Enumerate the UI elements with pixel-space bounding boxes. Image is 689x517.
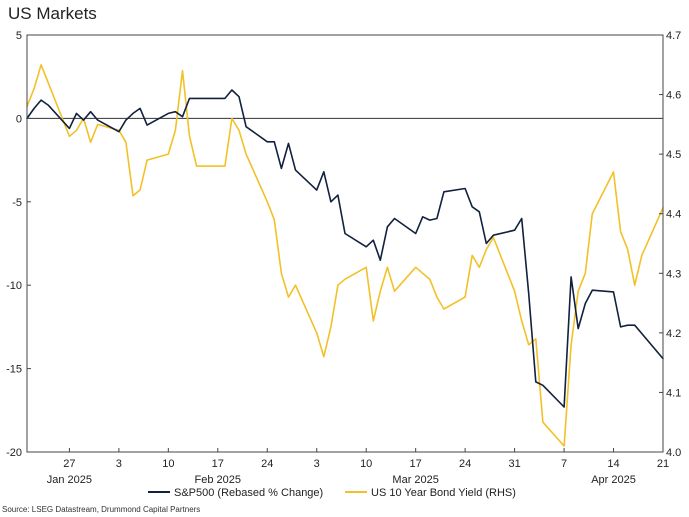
x-month-label: Apr 2025 [591,474,636,486]
right-tick-label: 4.4 [666,209,681,221]
x-tick-label: 7 [561,458,567,470]
x-axis: 27 3 10 17 24 3 10 17 24 31 7 14 21 Jan 2025 Feb 2025 M… [47,448,669,486]
x-tick-label: 10 [162,458,174,470]
x-month-label: Feb 2025 [195,474,241,486]
series-lines [26,64,664,447]
right-tick-label: 4.5 [666,149,681,161]
sp500-line [26,89,664,408]
left-tick-label: -5 [12,197,22,209]
right-y-axis: 4.7 4.6 4.5 4.4 4.3 4.2 4.1 4.0 [659,30,681,459]
x-tick-label: 21 [657,458,669,470]
legend-label-bond-yield: US 10 Year Bond Yield (RHS) [371,487,516,499]
x-tick-label: 27 [63,458,75,470]
legend-label-sp500: S&P500 (Rebased % Change) [174,487,323,499]
right-tick-label: 4.6 [666,90,681,102]
x-month-label: Mar 2025 [392,474,438,486]
right-tick-label: 4.7 [666,30,681,42]
x-tick-label: 24 [261,458,273,470]
right-tick-label: 4.2 [666,328,681,340]
right-tick-label: 4.1 [666,387,681,399]
x-tick-label: 31 [508,458,520,470]
left-tick-label: 5 [16,30,22,42]
x-tick-label: 17 [410,458,422,470]
x-tick-label: 17 [212,458,224,470]
left-tick-label: -15 [6,364,22,376]
plot-frame [26,34,664,453]
left-tick-label: -10 [6,280,22,292]
right-tick-label: 4.0 [666,447,681,459]
left-tick-label: -20 [6,447,22,459]
left-y-axis: 5 0 -5 -10 -15 -20 [6,30,31,459]
left-tick-label: 0 [16,113,22,125]
chart-title: US Markets [8,4,97,23]
bond-yield-line [26,64,664,447]
x-tick-label: 3 [116,458,122,470]
x-tick-label: 24 [459,458,471,470]
x-month-label: Jan 2025 [47,474,92,486]
right-tick-label: 4.3 [666,268,681,280]
source-note: Source: LSEG Datastream, Drummond Capita… [2,505,201,514]
x-tick-label: 3 [314,458,320,470]
x-tick-label: 14 [607,458,619,470]
x-tick-label: 10 [360,458,372,470]
legend: S&P500 (Rebased % Change) US 10 Year Bond… [148,487,516,499]
